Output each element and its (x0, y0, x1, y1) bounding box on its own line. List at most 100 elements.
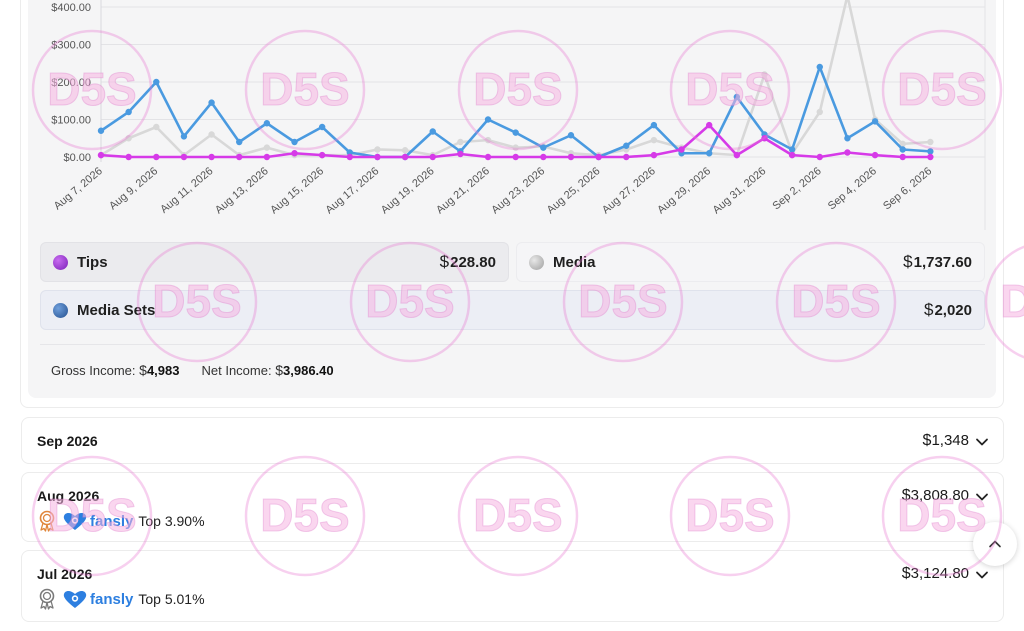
data-point-tips[interactable] (540, 153, 547, 161)
data-point-tips[interactable] (927, 153, 934, 161)
data-point-media-sets[interactable] (733, 93, 741, 101)
data-point-media[interactable] (401, 147, 409, 154)
data-point-media-sets[interactable] (153, 78, 160, 86)
chevron-down-icon[interactable] (975, 568, 989, 582)
data-point-tips[interactable] (125, 153, 132, 161)
month-row-jul-2026[interactable]: Jul 2026 $3,124.80 fansly Top 5.01% (21, 550, 1004, 622)
chevron-up-icon (989, 540, 1001, 548)
data-point-tips[interactable] (567, 153, 575, 161)
scroll-to-top-button[interactable] (973, 522, 1017, 566)
data-point-media-sets[interactable] (650, 121, 658, 129)
data-point-tips[interactable] (595, 153, 602, 161)
month-row-sep-2026[interactable]: Sep 2026 $1,348 (21, 417, 1004, 464)
data-point-media-sets[interactable] (236, 138, 243, 146)
rank-badge: fansly Top 5.01% (37, 588, 205, 610)
data-point-tips[interactable] (705, 121, 713, 129)
data-point-media-sets[interactable] (567, 132, 575, 139)
data-point-tips[interactable] (318, 151, 326, 159)
data-point-tips[interactable] (788, 151, 796, 159)
data-point-media[interactable] (484, 136, 492, 144)
data-point-media[interactable] (512, 144, 519, 151)
month-total: $3,808.80 (901, 487, 969, 504)
data-point-media-sets[interactable] (816, 63, 823, 71)
data-point-media-sets[interactable] (125, 108, 132, 116)
data-point-tips[interactable] (899, 153, 906, 161)
data-point-tips[interactable] (761, 135, 768, 142)
data-point-media-sets[interactable] (263, 120, 271, 127)
month-label: Sep 2026 (37, 433, 98, 449)
data-point-media[interactable] (208, 131, 215, 138)
data-point-media-sets[interactable] (318, 123, 326, 131)
x-tick-label: Aug 31, 2026 (711, 165, 769, 216)
data-point-tips[interactable] (291, 150, 298, 157)
x-tick-label: Aug 7, 2026 (52, 165, 105, 212)
data-point-tips[interactable] (97, 151, 105, 159)
data-point-tips[interactable] (401, 153, 409, 161)
data-point-media[interactable] (927, 138, 934, 146)
data-point-tips[interactable] (816, 153, 823, 161)
x-tick-label: Aug 15, 2026 (268, 165, 326, 216)
rank-text: Top 5.01% (138, 591, 205, 607)
data-point-media-sets[interactable] (346, 149, 354, 156)
data-point-media-sets[interactable] (788, 146, 796, 153)
month-row-aug-2026[interactable]: Aug 2026 $3,808.80 fansly Top 3.90% (21, 472, 1004, 542)
data-point-tips[interactable] (374, 153, 381, 161)
data-point-media-sets[interactable] (927, 148, 934, 155)
rank-text: Top 3.90% (138, 513, 205, 529)
month-total: $3,124.80 (901, 565, 969, 582)
data-point-tips[interactable] (484, 153, 492, 161)
media-sets-color-dot (53, 302, 68, 318)
data-point-tips[interactable] (236, 153, 243, 161)
award-ribbon-icon (39, 510, 55, 532)
data-point-media-sets[interactable] (180, 133, 188, 140)
data-point-media-sets[interactable] (844, 135, 851, 142)
chevron-down-icon[interactable] (975, 490, 989, 504)
data-point-tips[interactable] (623, 153, 630, 161)
data-point-media[interactable] (816, 108, 823, 116)
data-point-media[interactable] (125, 135, 132, 142)
data-point-tips[interactable] (208, 153, 215, 161)
net-income: Net Income: $3,986.40 (201, 362, 334, 378)
x-tick-label: Sep 4, 2026 (826, 165, 879, 212)
data-point-media[interactable] (761, 71, 768, 78)
y-tick-label: $300.00 (51, 40, 91, 52)
data-point-tips[interactable] (263, 153, 271, 161)
data-point-media[interactable] (457, 138, 464, 146)
data-point-tips[interactable] (871, 151, 879, 159)
data-point-media-sets[interactable] (291, 138, 298, 146)
legend-media[interactable]: Media $1,737.60 (516, 242, 985, 282)
data-point-media-sets[interactable] (97, 127, 105, 134)
data-point-tips[interactable] (180, 153, 188, 161)
data-point-media-sets[interactable] (208, 99, 215, 106)
chevron-down-icon[interactable] (975, 435, 989, 449)
data-point-media-sets[interactable] (871, 118, 879, 125)
x-tick-label: Aug 27, 2026 (600, 165, 658, 216)
data-point-tips[interactable] (457, 150, 464, 158)
legend-tips[interactable]: Tips $228.80 (40, 242, 509, 282)
data-point-media-sets[interactable] (540, 144, 547, 151)
legend-media-sets[interactable]: Media Sets $2,020 (40, 290, 985, 330)
data-point-media[interactable] (263, 144, 271, 151)
data-point-tips[interactable] (346, 153, 354, 161)
data-point-media[interactable] (899, 140, 906, 148)
x-tick-label: Aug 29, 2026 (655, 165, 713, 216)
data-point-media-sets[interactable] (899, 146, 906, 153)
data-point-tips[interactable] (429, 153, 436, 161)
data-point-tips[interactable] (678, 146, 685, 153)
data-point-tips[interactable] (844, 149, 851, 156)
data-point-media[interactable] (374, 146, 381, 153)
data-point-media-sets[interactable] (484, 116, 492, 123)
data-point-tips[interactable] (650, 151, 658, 159)
gross-income: Gross Income: $4,983 (51, 362, 180, 378)
data-point-media-sets[interactable] (429, 128, 436, 135)
legend-tips-amount: $228.80 (439, 252, 496, 271)
data-point-media[interactable] (153, 123, 160, 131)
data-point-tips[interactable] (512, 153, 519, 161)
data-point-media[interactable] (650, 136, 658, 144)
data-point-media-sets[interactable] (705, 150, 713, 157)
data-point-media-sets[interactable] (512, 129, 519, 136)
y-tick-label: $100.00 (51, 115, 91, 127)
data-point-media-sets[interactable] (623, 142, 630, 149)
data-point-tips[interactable] (153, 153, 160, 161)
data-point-tips[interactable] (733, 151, 741, 159)
